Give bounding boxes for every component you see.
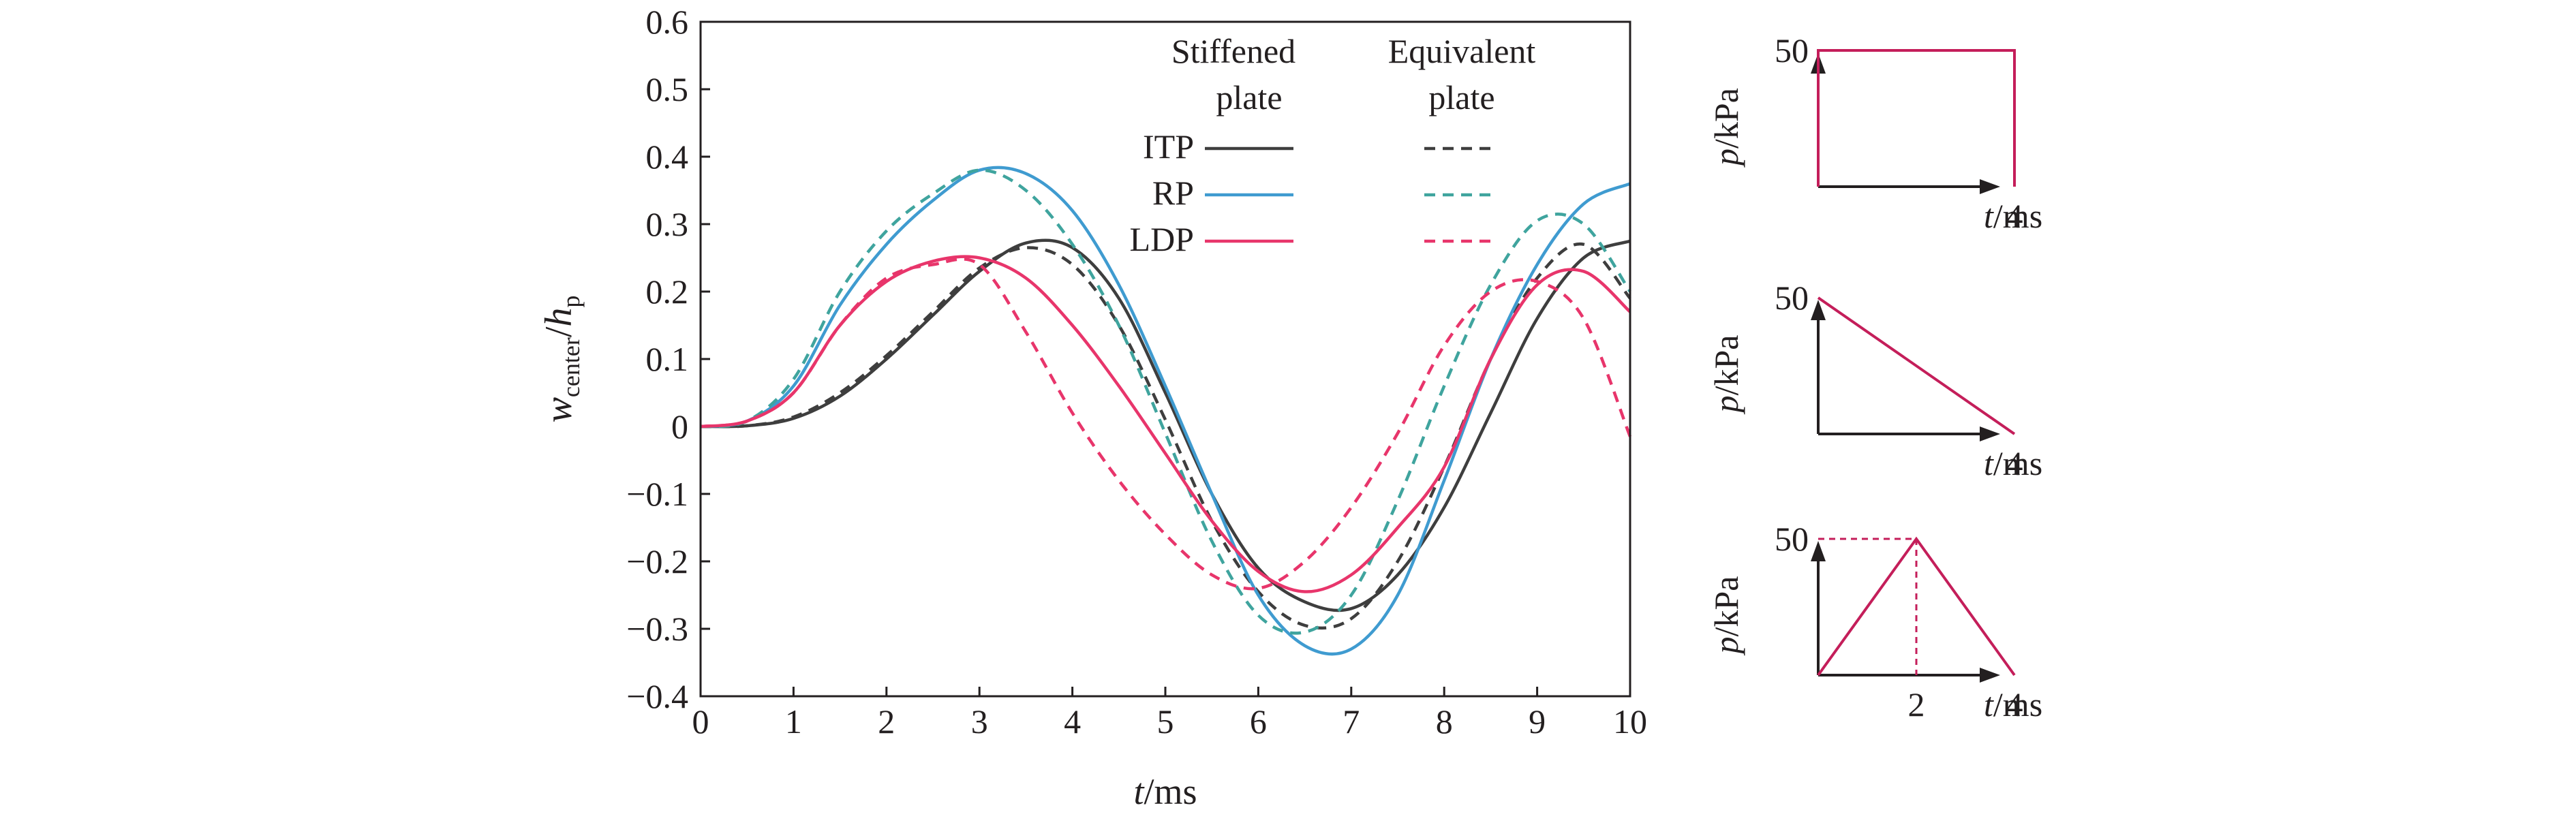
inset-x-arrowhead — [1980, 668, 2000, 683]
main-chart: 0 1 2 3 4 5 6 7 8 9 10 −0.4 −0.3 −0.2 −0.1 0 0.1 0.2 0.3 0.… — [538, 3, 1647, 812]
y-tick-label: 0.4 — [646, 138, 689, 176]
inset-y-tick-label: 50 — [1775, 279, 1809, 317]
series-line-ldp-equivalent — [700, 258, 1632, 591]
y-tick-label: 0 — [671, 407, 688, 446]
y-tick-label: 0.5 — [646, 70, 689, 108]
main-x-axis-label: t/ms — [1133, 771, 1197, 812]
inset-y-axis-label: p/kPa — [1707, 576, 1745, 656]
legend-label-itp: ITP — [1143, 127, 1194, 166]
inset-y-axis-label: p/kPa — [1707, 88, 1745, 168]
pulse-inset-triangular: 50 2 4t/ms p/kPa — [1707, 520, 2042, 723]
inset-y-arrowhead — [1811, 300, 1826, 320]
inset-x-tick-label: 4 — [2006, 197, 2023, 235]
x-tick-label: 7 — [1343, 702, 1360, 741]
inset-x-axis-label: t/ms — [1984, 444, 2042, 482]
inset-y-arrowhead — [1811, 541, 1826, 561]
y-tick-label: −0.3 — [626, 610, 688, 648]
x-tick-label: 6 — [1250, 702, 1267, 741]
main-series-layer — [700, 166, 1632, 656]
y-tick-label: −0.1 — [626, 475, 688, 513]
pulse-line — [1817, 49, 2016, 187]
x-tick-label: 4 — [1064, 702, 1081, 741]
x-tick-label: 0 — [692, 702, 709, 741]
inset-y-axis-label: p/kPa — [1707, 335, 1745, 415]
x-tick-label: 2 — [878, 702, 895, 741]
legend-header-equivalent-line2: plate — [1428, 78, 1494, 116]
inset-x-arrowhead — [1980, 179, 2000, 194]
inset-x-axis-label: t/ms — [1984, 197, 2042, 235]
inset-x-tick-label: 2 — [1908, 685, 1925, 723]
pulse-inset-linear-decay: 50 4t/ms p/kPa — [1707, 279, 2042, 482]
inset-x-tick-label: 4 — [2006, 685, 2023, 723]
legend-label-rp: RP — [1152, 174, 1194, 212]
y-tick-label: 0.3 — [646, 205, 689, 243]
legend-label-ldp: LDP — [1130, 220, 1194, 258]
pulse-inset-rectangular: 50 4t/ms p/kPa — [1707, 31, 2042, 235]
legend-header-stiffened-line2: plate — [1216, 78, 1282, 116]
legend-header-equivalent-line1: Equivalent — [1388, 32, 1536, 70]
y-tick-label: −0.2 — [626, 542, 688, 580]
x-tick-label: 1 — [785, 702, 802, 741]
series-line-rp-equivalent — [700, 168, 1631, 635]
x-tick-label: 10 — [1613, 702, 1647, 741]
legend: Stiffened plate Equivalent plate ITP RP … — [1130, 32, 1536, 258]
y-tick-label: 0.1 — [646, 340, 689, 378]
y-tick-label: 0.2 — [646, 273, 689, 311]
x-tick-label: 8 — [1436, 702, 1453, 741]
inset-x-tick-label: 4 — [2006, 444, 2023, 482]
series-line-itp-equivalent — [700, 242, 1631, 630]
main-tick-layer: 0 1 2 3 4 5 6 7 8 9 10 −0.4 −0.3 −0.2 −0.1 0 0.1 0.2 0.3 0.… — [626, 3, 1647, 741]
inset-y-tick-label: 50 — [1775, 31, 1809, 69]
main-y-axis-label: wcenter/hp — [538, 296, 585, 423]
legend-header-stiffened-line1: Stiffened — [1171, 32, 1295, 70]
inset-y-tick-label: 50 — [1775, 520, 1809, 558]
main-plot-frame — [699, 20, 1631, 698]
x-tick-label: 3 — [971, 702, 988, 741]
x-tick-label: 9 — [1529, 702, 1546, 741]
y-tick-label: −0.4 — [626, 677, 688, 715]
y-tick-label: 0.6 — [646, 3, 689, 41]
pulse-line — [1817, 296, 2016, 435]
x-tick-label: 5 — [1157, 702, 1174, 741]
series-line-itp-stiffened — [700, 238, 1631, 612]
inset-x-arrowhead — [1980, 426, 2000, 441]
inset-x-axis-label: t/ms — [1984, 685, 2042, 723]
